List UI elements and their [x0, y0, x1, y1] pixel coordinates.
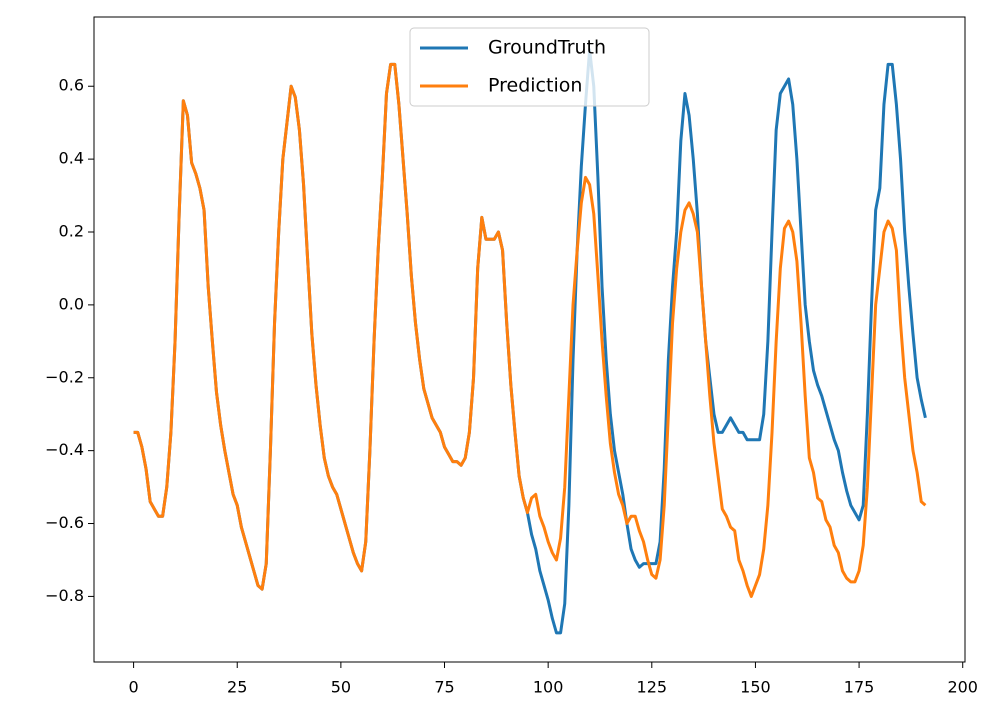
x-tick-label: 150 [740, 678, 771, 697]
legend-label: Prediction [488, 75, 582, 97]
legend-label: GroundTruth [488, 37, 606, 59]
y-tick-label: 0.6 [59, 76, 84, 95]
y-tick-label: −0.8 [45, 586, 84, 605]
legend: GroundTruth Prediction [409, 27, 650, 107]
x-tick-label: 25 [227, 678, 247, 697]
y-tick-label: −0.2 [45, 367, 84, 386]
y-tick-label: −0.4 [45, 440, 84, 459]
axes-frame [93, 16, 966, 663]
line-series [133, 62, 927, 598]
x-tick-label: 100 [533, 678, 564, 697]
y-tick-label: 0.2 [59, 222, 84, 241]
x-tick-label: 0 [128, 678, 138, 697]
x-tick-label: 50 [331, 678, 351, 697]
x-tick-label: 200 [947, 678, 978, 697]
x-tick-label: 125 [637, 678, 668, 697]
y-tick-label: 0.0 [59, 294, 84, 313]
y-tick-label: −0.6 [45, 513, 84, 532]
x-tick-label: 75 [434, 678, 454, 697]
y-tick-label: 0.4 [59, 149, 84, 168]
x-tick-label: 175 [844, 678, 875, 697]
legend-box [409, 27, 650, 107]
